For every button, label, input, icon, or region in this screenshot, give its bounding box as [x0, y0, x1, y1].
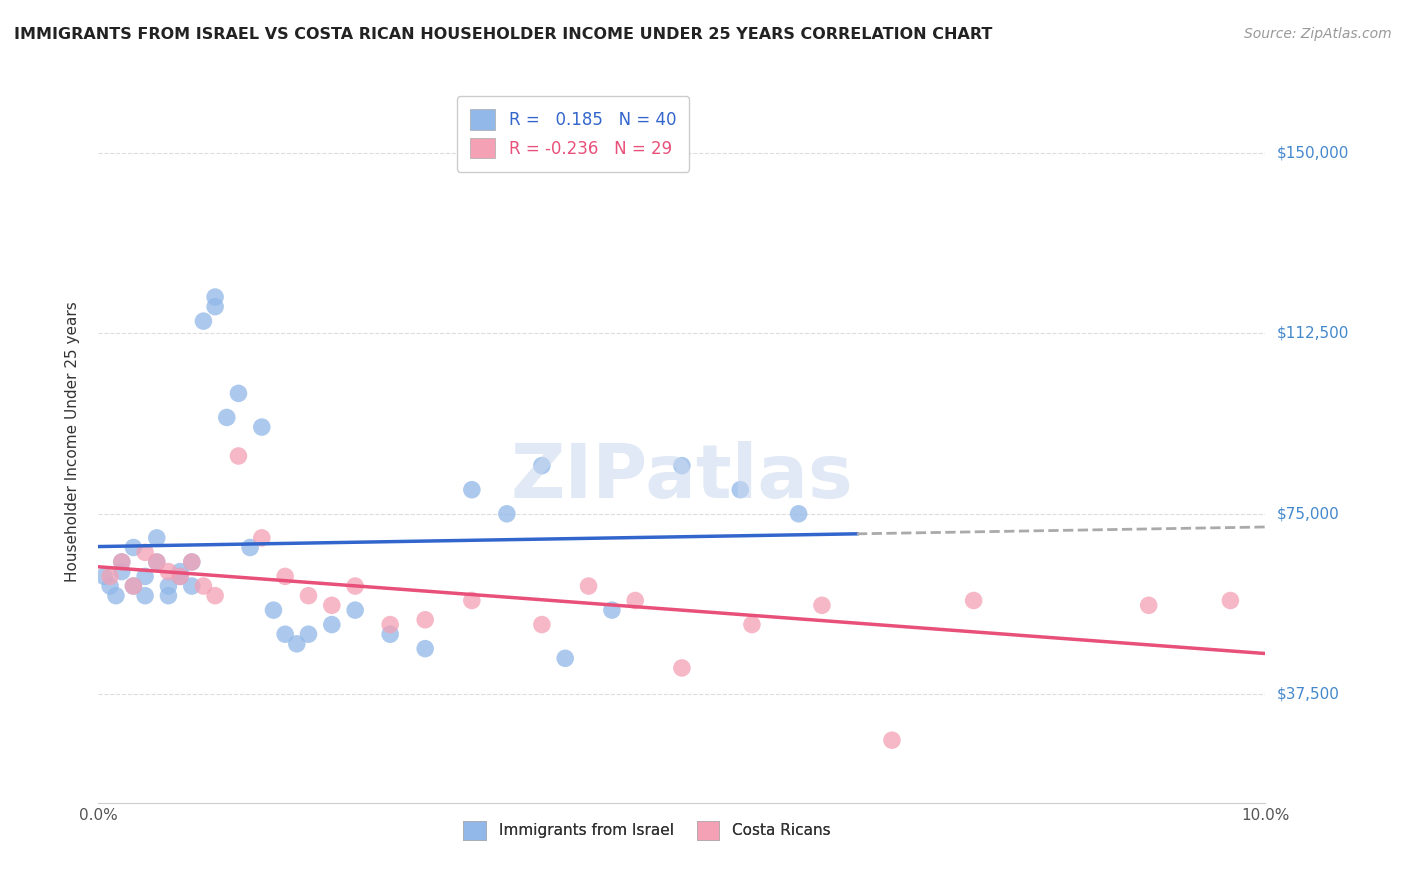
Point — [193, 314, 215, 328]
Point — [321, 617, 343, 632]
Text: $112,500: $112,500 — [1277, 326, 1348, 341]
Point — [297, 627, 319, 641]
Text: $75,000: $75,000 — [1277, 507, 1340, 521]
Point — [578, 579, 600, 593]
Point — [741, 617, 763, 632]
Point — [157, 589, 180, 603]
Point — [169, 569, 191, 583]
Point — [111, 565, 134, 579]
Point — [554, 651, 576, 665]
Point — [180, 579, 202, 593]
Point — [204, 589, 226, 603]
Point — [262, 603, 284, 617]
Point — [157, 579, 180, 593]
Point — [297, 589, 319, 603]
Point — [146, 531, 169, 545]
Point — [104, 589, 127, 603]
Point — [122, 541, 145, 555]
Text: $150,000: $150,000 — [1277, 145, 1348, 160]
Point — [413, 613, 436, 627]
Point — [93, 569, 115, 583]
Point — [461, 593, 484, 607]
Point — [787, 507, 810, 521]
Point — [730, 483, 752, 497]
Point — [496, 507, 519, 521]
Point — [98, 579, 121, 593]
Text: $37,500: $37,500 — [1277, 687, 1340, 702]
Point — [880, 733, 903, 747]
Point — [600, 603, 623, 617]
Point — [344, 603, 367, 617]
Point — [98, 569, 121, 583]
Point — [530, 617, 553, 632]
Point — [285, 637, 308, 651]
Text: IMMIGRANTS FROM ISRAEL VS COSTA RICAN HOUSEHOLDER INCOME UNDER 25 YEARS CORRELAT: IMMIGRANTS FROM ISRAEL VS COSTA RICAN HO… — [14, 27, 993, 42]
Point — [157, 565, 180, 579]
Point — [122, 579, 145, 593]
Point — [413, 641, 436, 656]
Text: ZIPatlas: ZIPatlas — [510, 442, 853, 514]
Point — [146, 555, 169, 569]
Point — [169, 565, 191, 579]
Point — [122, 579, 145, 593]
Point — [380, 627, 402, 641]
Point — [274, 627, 297, 641]
Point — [962, 593, 984, 607]
Point — [215, 410, 238, 425]
Text: Source: ZipAtlas.com: Source: ZipAtlas.com — [1244, 27, 1392, 41]
Point — [204, 290, 226, 304]
Point — [344, 579, 367, 593]
Point — [134, 589, 156, 603]
Point — [811, 599, 834, 613]
Point — [180, 555, 202, 569]
Point — [250, 531, 273, 545]
Point — [1137, 599, 1160, 613]
Point — [1219, 593, 1241, 607]
Point — [380, 617, 402, 632]
Point — [193, 579, 215, 593]
Point — [321, 599, 343, 613]
Legend: Immigrants from Israel, Costa Ricans: Immigrants from Israel, Costa Ricans — [457, 815, 837, 846]
Point — [204, 300, 226, 314]
Point — [228, 449, 250, 463]
Point — [111, 555, 134, 569]
Y-axis label: Householder Income Under 25 years: Householder Income Under 25 years — [65, 301, 80, 582]
Point — [671, 458, 693, 473]
Point — [134, 569, 156, 583]
Point — [530, 458, 553, 473]
Point — [239, 541, 262, 555]
Point — [250, 420, 273, 434]
Point — [146, 555, 169, 569]
Point — [111, 555, 134, 569]
Point — [134, 545, 156, 559]
Point — [169, 569, 191, 583]
Point — [228, 386, 250, 401]
Point — [624, 593, 647, 607]
Point — [671, 661, 693, 675]
Point — [274, 569, 297, 583]
Point — [461, 483, 484, 497]
Point — [180, 555, 202, 569]
